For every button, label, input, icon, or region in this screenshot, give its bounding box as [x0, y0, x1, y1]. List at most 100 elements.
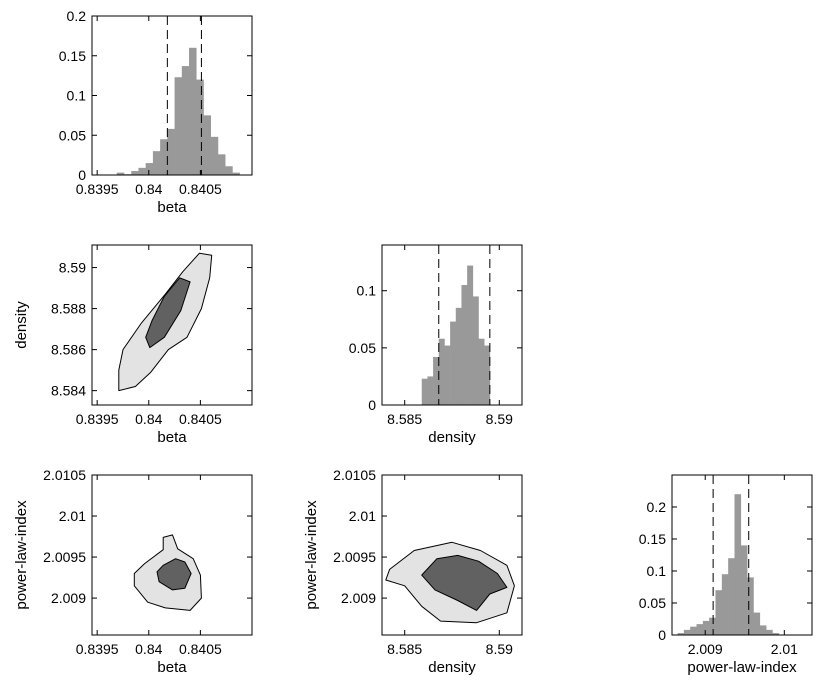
histogram-bar [478, 338, 485, 405]
x-tick-label: 8.585 [387, 411, 422, 427]
y-tick-label: 0.05 [349, 340, 376, 356]
histogram-bar [174, 77, 183, 175]
x-axis-label: beta [157, 199, 187, 216]
y-tick-label: 0.05 [59, 127, 86, 143]
histogram-bar [677, 633, 685, 635]
histogram-bar [472, 296, 479, 405]
histogram-bar [696, 624, 704, 635]
y-tick-label: 8.588 [51, 301, 86, 317]
histogram-bar [196, 79, 204, 175]
x-tick-label: 0.84 [135, 641, 162, 657]
contour-inner [156, 558, 192, 591]
histogram-bar [138, 167, 146, 175]
histogram-bar [152, 151, 161, 175]
histogram-bar [217, 154, 226, 175]
axes-frame [381, 244, 523, 406]
y-tick-label: 2.009 [341, 590, 376, 606]
histogram-bar [131, 171, 139, 175]
histogram-bar [740, 545, 748, 635]
x-tick-label: 2.009 [688, 641, 723, 657]
histogram-bar [690, 626, 697, 635]
x-tick-label: 0.8395 [76, 641, 119, 657]
histogram-bar [759, 625, 767, 635]
histogram-bars [116, 47, 240, 176]
histogram-bar [145, 163, 154, 175]
axes-frame [671, 474, 813, 636]
histogram-bar [167, 128, 175, 175]
subplot-density-hist: 8.585 8.59 0 0.05 0.1 density [349, 244, 523, 446]
subplot-pli-vs-density: 8.585 8.59 2.009 2.0095 2.01 2.0105 density pow… [303, 467, 523, 676]
y-tick-label: 0.1 [357, 283, 377, 299]
histogram-bar [709, 617, 716, 635]
x-axis-label: power-law-index [687, 659, 797, 676]
y-tick-label: 2.0095 [43, 549, 86, 565]
histogram-bar [438, 338, 445, 405]
y-tick-label: 8.586 [51, 342, 86, 358]
histogram-bars [421, 265, 491, 405]
histogram-bar [450, 321, 457, 405]
y-tick-label: 2.01 [349, 508, 376, 524]
y-tick-label: 2.0105 [333, 467, 376, 483]
subplot-beta-hist: 0.8395 0.84 0.8405 0 0.05 0.1 0.15 0.2 beta [59, 8, 253, 216]
y-tick-label: 0 [658, 627, 666, 643]
histogram-bar [721, 574, 729, 635]
y-tick-label: 0 [78, 167, 86, 183]
histogram-bar [455, 307, 462, 405]
histogram-bar [683, 629, 691, 635]
histogram-bar [747, 577, 754, 635]
x-axis-label: density [428, 429, 476, 446]
histogram-bar [753, 612, 761, 635]
histogram-bar [116, 172, 125, 175]
histogram-bar [181, 66, 190, 175]
subplot-pli-vs-beta: 0.8395 0.84 0.8405 2.009 2.0095 2.01 2.0105 bet… [13, 467, 253, 676]
y-tick-label: 2.0105 [43, 467, 86, 483]
subplot-density-vs-beta: 0.8395 0.84 0.8405 8.584 8.586 8.588 8.59 beta d… [13, 244, 253, 446]
y-tick-label: 0.05 [639, 595, 666, 611]
x-tick-label: 0.8405 [179, 181, 222, 197]
histogram-bar [427, 376, 434, 405]
x-tick-label: 2.01 [771, 641, 798, 657]
x-tick-label: 0.84 [135, 411, 162, 427]
histogram-bar [444, 345, 451, 405]
y-tick-label: 0.1 [647, 563, 667, 579]
axes-frame [91, 474, 253, 636]
histogram-bar [433, 357, 440, 405]
subplot-pli-hist: 2.009 2.01 0 0.05 0.1 0.15 0.2 power-law-index [639, 474, 813, 676]
y-tick-label: 0.15 [59, 48, 86, 64]
y-tick-label: 2.0095 [333, 549, 376, 565]
y-tick-label: 2.01 [59, 508, 86, 524]
y-tick-label: 2.009 [51, 590, 86, 606]
x-axis-label: beta [157, 659, 187, 676]
y-tick-label: 0.2 [67, 8, 87, 24]
histogram-bar [461, 285, 468, 405]
y-tick-label: 8.584 [51, 383, 86, 399]
y-tick-label: 8.59 [59, 260, 86, 276]
histogram-bar [715, 590, 723, 635]
histogram-bar [702, 620, 710, 635]
x-tick-label: 8.59 [486, 641, 513, 657]
x-tick-label: 0.8405 [179, 641, 222, 657]
histogram-bar [203, 115, 212, 176]
x-tick-label: 8.59 [486, 411, 513, 427]
y-tick-label: 0.2 [647, 499, 667, 515]
x-tick-label: 0.8395 [76, 181, 119, 197]
histogram-bar [232, 172, 240, 175]
x-tick-label: 0.8405 [179, 411, 222, 427]
histogram-bar [467, 265, 474, 405]
y-tick-label: 0.1 [67, 88, 87, 104]
histogram-bar [728, 558, 735, 635]
x-tick-label: 8.585 [387, 641, 422, 657]
histogram-bar [421, 378, 428, 405]
x-axis-label: beta [157, 429, 187, 446]
x-tick-label: 0.84 [135, 181, 162, 197]
histogram-bar [225, 166, 233, 175]
histogram-bar [734, 494, 742, 635]
y-axis-label: density [13, 301, 30, 349]
x-tick-label: 0.8395 [76, 411, 119, 427]
axes-frame [381, 474, 523, 636]
contour-inner [145, 277, 191, 349]
histogram-bar [160, 139, 168, 175]
histogram-bar [210, 136, 219, 175]
histogram-bar [189, 47, 197, 175]
